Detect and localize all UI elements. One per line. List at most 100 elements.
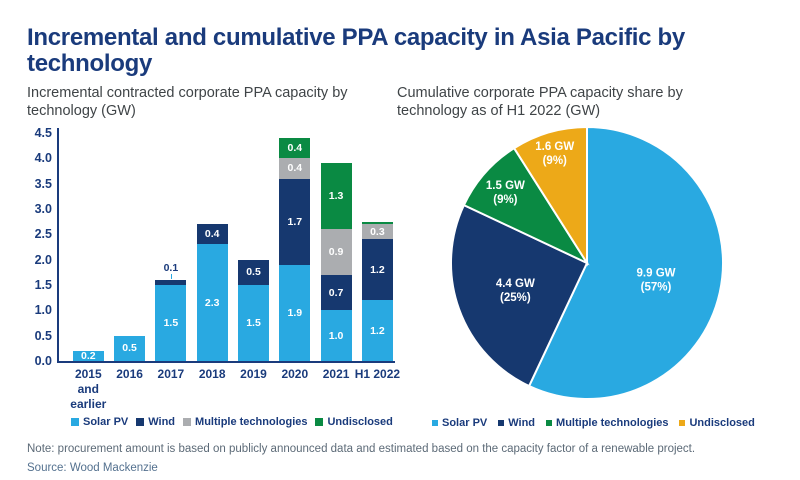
bar-segment bbox=[196, 224, 228, 245]
bar-segment-label: 1.5 bbox=[163, 317, 179, 329]
legend-item: Multiple technologies bbox=[546, 417, 668, 429]
label-leader-line bbox=[170, 273, 172, 279]
legend-label: Multiple technologies bbox=[195, 416, 308, 428]
legend-item: Solar PV bbox=[432, 417, 487, 429]
bar-segment-label: 0.7 bbox=[328, 286, 344, 299]
legend-swatch-icon bbox=[183, 418, 192, 426]
legend-swatch-icon bbox=[679, 420, 686, 426]
legend-label: Undisclosed bbox=[327, 416, 393, 428]
y-axis-tick-label: 0.0 bbox=[34, 354, 52, 368]
y-axis-tick-label: 2.0 bbox=[34, 252, 52, 267]
bar-segment-label: 1.0 bbox=[328, 329, 344, 342]
bar-segment bbox=[320, 310, 352, 361]
legend-swatch-icon bbox=[71, 418, 79, 426]
page-title: Incremental and cumulative PPA capacity … bbox=[27, 24, 685, 78]
y-axis-line bbox=[57, 128, 59, 363]
legend-item: Multiple technologies bbox=[183, 416, 307, 428]
bar-segment bbox=[238, 259, 269, 285]
bar-segment bbox=[361, 239, 393, 301]
bar-segment-label: 1.9 bbox=[287, 306, 303, 319]
legend-swatch-icon bbox=[136, 418, 145, 426]
y-axis-tick-label: 0.5 bbox=[34, 328, 52, 343]
pie-slice-label: 1.5 GW (9%) bbox=[486, 180, 525, 206]
legend-swatch-icon bbox=[432, 420, 438, 426]
legend-label: Solar PV bbox=[83, 416, 129, 428]
bar-segment bbox=[279, 158, 311, 179]
x-axis-category-label: 2020 bbox=[281, 367, 309, 381]
x-axis-category-label: 2015 and earlier bbox=[70, 367, 107, 411]
legend-swatch-icon bbox=[546, 420, 553, 426]
x-axis-line bbox=[57, 361, 395, 363]
y-axis-tick-label: 1.0 bbox=[34, 303, 52, 318]
pie-slice bbox=[527, 125, 724, 400]
bar-segment bbox=[320, 163, 352, 230]
legend-item: Solar PV bbox=[71, 416, 128, 428]
y-axis-tick-label: 4.5 bbox=[34, 126, 52, 140]
bar-segment-label: 0.2 bbox=[80, 349, 96, 362]
bar-segment-label: 0.5 bbox=[122, 342, 137, 355]
bar-segment bbox=[361, 221, 393, 225]
bar-chart-subtitle: Incremental contracted corporate PPA cap… bbox=[27, 85, 348, 120]
pie-slice bbox=[450, 203, 589, 388]
pie-slice-label: 4.4 GW (25%) bbox=[496, 278, 535, 304]
bar-segment-label: 0.3 bbox=[370, 225, 385, 238]
bar-segment bbox=[114, 335, 146, 361]
bar-segment-label: 0.1 bbox=[163, 261, 179, 274]
legend-swatch-icon bbox=[498, 420, 505, 426]
y-axis-tick-label: 4.0 bbox=[34, 151, 52, 166]
legend-label: Wind bbox=[148, 416, 176, 428]
pie-chart-subtitle: Cumulative corporate PPA capacity share … bbox=[397, 85, 683, 120]
x-axis-category-label: H1 2022 bbox=[354, 367, 401, 381]
legend-swatch-icon bbox=[315, 418, 324, 426]
bar-segment-label: 0.4 bbox=[287, 162, 303, 175]
bar-chart-legend: Solar PV Wind Multiple technologies Undiscl… bbox=[71, 416, 393, 428]
bar-segment bbox=[361, 224, 393, 240]
y-axis-tick-label: 1.5 bbox=[34, 278, 52, 292]
legend-item: Wind bbox=[136, 416, 175, 428]
x-axis-category-label: 2019 bbox=[240, 367, 267, 381]
bar-segment bbox=[155, 285, 187, 361]
bar-segment-label: 0.5 bbox=[246, 266, 261, 279]
bar-segment-label: 1.7 bbox=[287, 215, 303, 228]
bar-segment bbox=[238, 285, 269, 361]
x-axis-category-label: 2017 bbox=[157, 367, 185, 381]
bar-segment-label: 1.3 bbox=[328, 190, 344, 203]
legend-item: Undisclosed bbox=[315, 416, 393, 428]
bar-segment bbox=[279, 178, 311, 265]
y-axis-tick-label: 3.0 bbox=[34, 202, 52, 216]
pie-slice-label: 1.6 GW (9%) bbox=[535, 141, 574, 167]
pie-chart-legend: Solar PV Wind Multiple technologies Undiscl… bbox=[432, 417, 755, 429]
legend-label: Multiple technologies bbox=[556, 417, 669, 429]
bar-segment bbox=[279, 138, 311, 159]
pie-slice-label: 9.9 GW (57%) bbox=[637, 267, 676, 293]
pie-chart: 9.9 GW (57%) 4.4 GW (25%) 1.5 GW (9%) 1.6 GW (9… bbox=[450, 125, 724, 400]
legend-item: Wind bbox=[498, 417, 535, 429]
legend-label: Solar PV bbox=[442, 417, 488, 429]
bar-segment bbox=[72, 350, 104, 361]
bar-segment bbox=[279, 264, 311, 361]
legend-label: Undisclosed bbox=[689, 417, 755, 429]
note-text: Note: procurement amount is based on pub… bbox=[27, 443, 696, 455]
bar-segment-label: 1.2 bbox=[370, 324, 385, 337]
bar-segment-label: 1.5 bbox=[246, 317, 261, 329]
bar-segment-label: 0.9 bbox=[328, 246, 344, 259]
y-axis-tick-label: 3.5 bbox=[34, 176, 52, 191]
legend-item: Undisclosed bbox=[679, 417, 755, 429]
x-axis-category-label: 2021 bbox=[322, 367, 350, 381]
legend-label: Wind bbox=[508, 417, 536, 429]
y-axis-tick-label: 2.5 bbox=[34, 227, 52, 242]
bar-segment-label: 0.4 bbox=[204, 228, 220, 241]
source-text: Source: Wood Mackenzie bbox=[27, 462, 158, 474]
bar-segment bbox=[196, 244, 228, 361]
bar-segment bbox=[155, 279, 187, 285]
bar-segment bbox=[320, 229, 352, 275]
bar-segment-label: 1.2 bbox=[370, 263, 385, 276]
pie-slice bbox=[512, 125, 588, 267]
bar-segment bbox=[361, 300, 393, 361]
x-axis-category-label: 2016 bbox=[116, 367, 143, 381]
bar-segment-label: 0.4 bbox=[287, 142, 303, 155]
x-axis-category-label: 2018 bbox=[198, 367, 226, 381]
bar-segment bbox=[320, 274, 352, 311]
bar-segment-label: 2.3 bbox=[204, 296, 220, 309]
